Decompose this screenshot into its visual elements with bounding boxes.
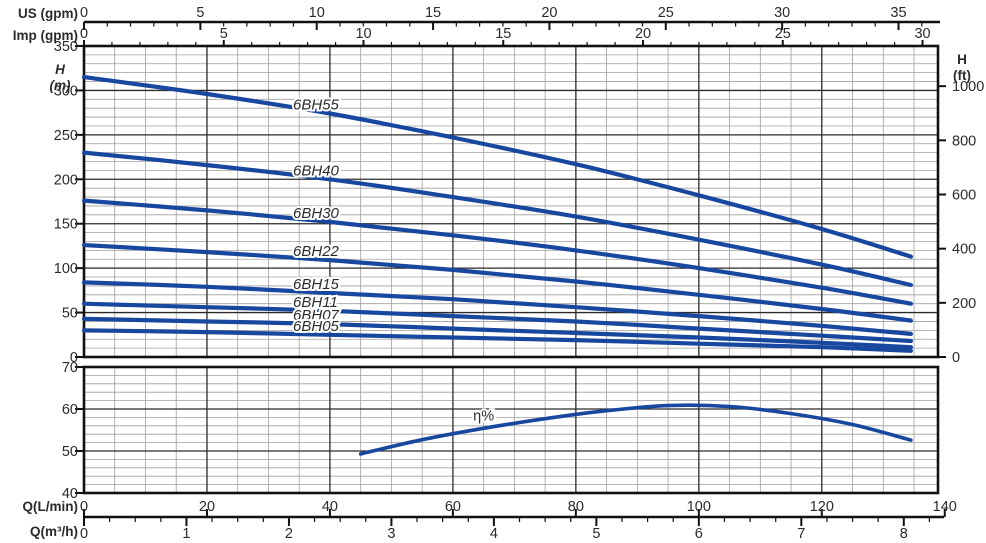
curve-efficiency bbox=[358, 403, 913, 456]
head-ft-tick-label: 600 bbox=[952, 187, 976, 203]
q-lmin-tick-label: 80 bbox=[568, 499, 584, 515]
curve-6BH11 bbox=[81, 301, 913, 344]
imp-tick-label: 30 bbox=[914, 26, 930, 42]
head-m-tick-label: 150 bbox=[54, 217, 78, 233]
curve-label-6BH30: 6BH30 bbox=[293, 205, 340, 222]
head-ft-tick-label: 400 bbox=[952, 242, 976, 258]
head-ft-tick-label: 800 bbox=[952, 133, 976, 149]
q-lmin-axis-title: Q(L/min) bbox=[22, 499, 79, 514]
curve-label-6BH07: 6BH07 bbox=[293, 307, 340, 324]
imp-tick-label: 10 bbox=[355, 26, 371, 42]
q-m3h-axis-title: Q(m³/h) bbox=[30, 524, 78, 539]
q-m3h-tick-label: 7 bbox=[797, 526, 805, 542]
q-m3h-tick-label: 8 bbox=[900, 526, 908, 542]
head-m-tick-label: 300 bbox=[54, 83, 78, 99]
curve-6BH05 bbox=[81, 328, 913, 353]
curve-6BH22 bbox=[81, 242, 913, 323]
us-tick-label: 0 bbox=[80, 5, 88, 21]
q-m3h-tick-label: 6 bbox=[695, 526, 703, 542]
head-ft-tick-label: 200 bbox=[952, 296, 976, 312]
head-ft-axis-title-unit: (ft) bbox=[953, 68, 971, 83]
q-lmin-tick-label: 40 bbox=[322, 499, 338, 515]
head-ft-tick-label: 1000 bbox=[952, 79, 984, 95]
head-m-tick-label: 50 bbox=[62, 306, 78, 322]
us-tick-label: 25 bbox=[658, 5, 674, 21]
head-ft-axis-title-symbol: H bbox=[957, 52, 967, 67]
head-m-tick-label: 100 bbox=[54, 261, 78, 277]
us-tick-label: 20 bbox=[541, 5, 557, 21]
q-lmin-tick-label: 140 bbox=[933, 499, 957, 515]
curve-6BH55 bbox=[81, 75, 913, 259]
us-tick-label: 35 bbox=[890, 5, 906, 21]
q-m3h-tick-label: 1 bbox=[182, 526, 190, 542]
curve-6BH30 bbox=[81, 198, 913, 306]
head-m-tick-label: 350 bbox=[54, 39, 78, 55]
head-m-tick-label: 200 bbox=[54, 172, 78, 188]
us-gpm-axis-title: US (gpm) bbox=[18, 6, 78, 21]
q-m3h-tick-label: 3 bbox=[387, 526, 395, 542]
imp-tick-label: 5 bbox=[220, 26, 228, 42]
curve-label-6BH05: 6BH05 bbox=[293, 318, 340, 335]
us-tick-label: 5 bbox=[196, 5, 204, 21]
head-ft-tick-label: 0 bbox=[952, 350, 960, 366]
us-tick-label: 15 bbox=[425, 5, 441, 21]
q-m3h-tick-label: 2 bbox=[285, 526, 293, 542]
q-m3h-tick-label: 5 bbox=[592, 526, 600, 542]
head-m-axis-title-unit: (m) bbox=[49, 78, 71, 93]
efficiency-panel-frame bbox=[82, 365, 940, 495]
q-lmin-tick-label: 20 bbox=[199, 499, 215, 515]
us-tick-label: 30 bbox=[774, 5, 790, 21]
eff-tick-label: 40 bbox=[62, 486, 78, 502]
q-lmin-tick-label: 100 bbox=[687, 499, 711, 515]
head-m-tick-label: 0 bbox=[70, 350, 78, 366]
head-m-axis-title-symbol: H bbox=[55, 62, 65, 77]
curve-label-6BH11: 6BH11 bbox=[293, 294, 338, 311]
us-tick-label: 10 bbox=[309, 5, 325, 21]
q-m3h-tick-label: 4 bbox=[490, 526, 498, 542]
eff-tick-label: 50 bbox=[62, 444, 78, 460]
imp-gpm-axis-title: Imp (gpm) bbox=[12, 28, 78, 43]
curve-6BH15 bbox=[81, 280, 913, 336]
imp-tick-label: 15 bbox=[495, 26, 511, 42]
curve-label-6BH40: 6BH40 bbox=[293, 162, 340, 179]
curve-label-6BH55: 6BH55 bbox=[293, 97, 340, 114]
head-m-axis-title: H (m) bbox=[42, 62, 78, 94]
head-m-tick-label: 250 bbox=[54, 128, 78, 144]
q-m3h-tick-label: 0 bbox=[80, 526, 88, 542]
imp-tick-label: 25 bbox=[775, 26, 791, 42]
curve-6BH07 bbox=[81, 316, 913, 350]
eff-tick-label: 60 bbox=[62, 402, 78, 418]
imp-tick-label: 20 bbox=[635, 26, 651, 42]
curve-label-6BH22: 6BH22 bbox=[293, 243, 340, 260]
head-ft-axis-title: H (ft) bbox=[944, 52, 980, 84]
q-lmin-tick-label: 120 bbox=[810, 499, 834, 515]
curve-label-6BH15: 6BH15 bbox=[293, 276, 340, 293]
q-lmin-tick-label: 0 bbox=[80, 499, 88, 515]
q-lmin-tick-label: 60 bbox=[445, 499, 461, 515]
eff-tick-label: 70 bbox=[62, 360, 78, 376]
curve-6BH40 bbox=[81, 150, 913, 288]
efficiency-curve-label: η% bbox=[473, 408, 494, 424]
imp-tick-label: 0 bbox=[80, 26, 88, 42]
